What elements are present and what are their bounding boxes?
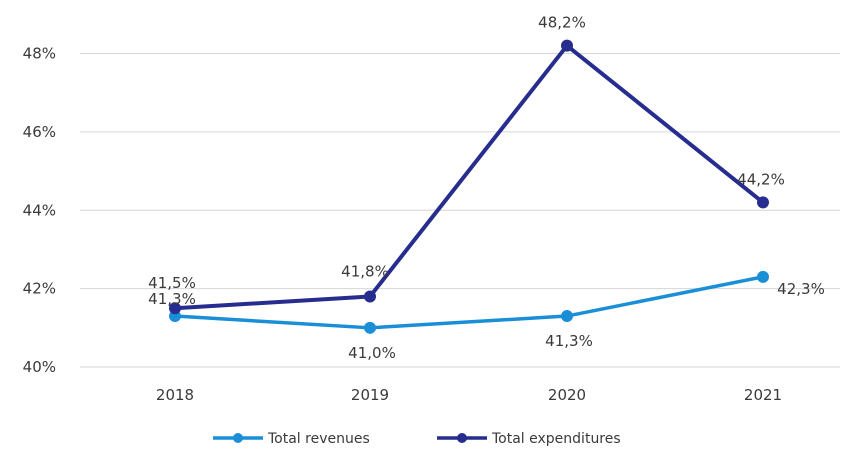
legend-item-revenues: Total revenues bbox=[213, 431, 370, 447]
x-tick-label: 2020 bbox=[548, 386, 586, 404]
y-tick-label: 42% bbox=[23, 280, 56, 298]
data-point bbox=[561, 39, 573, 52]
data-point bbox=[364, 290, 376, 303]
series-line-expenditures bbox=[173, 43, 765, 311]
legend-marker bbox=[457, 433, 467, 443]
gridlines bbox=[80, 53, 840, 368]
data-label: 48,2% bbox=[538, 14, 586, 32]
y-axis-ticks: 40% 42% 44% 46% 48% bbox=[23, 45, 56, 376]
legend-label: Total expenditures bbox=[491, 431, 621, 447]
legend-marker bbox=[233, 433, 243, 443]
data-label: 41,3% bbox=[545, 332, 593, 350]
data-point bbox=[364, 321, 376, 334]
legend-item-expenditures: Total expenditures bbox=[437, 431, 621, 447]
data-label: 44,2% bbox=[737, 170, 785, 188]
y-tick-label: 44% bbox=[23, 201, 56, 219]
series-lines bbox=[169, 39, 769, 334]
legend: Total revenues Total expenditures bbox=[213, 431, 621, 447]
y-tick-label: 46% bbox=[23, 123, 56, 141]
data-label: 41,0% bbox=[348, 344, 396, 362]
data-label: 41,3% bbox=[148, 290, 196, 308]
x-tick-label: 2019 bbox=[351, 386, 389, 404]
y-tick-label: 48% bbox=[23, 45, 56, 63]
data-label: 42,3% bbox=[777, 280, 825, 298]
x-axis-ticks: 2018 2019 2020 2021 bbox=[156, 386, 782, 404]
data-point bbox=[757, 196, 769, 209]
data-labels: 41,3% 41,0% 41,3% 42,3% 41,5% 41,8% 48,2% 44,2% bbox=[148, 14, 825, 362]
legend-label: Total revenues bbox=[267, 431, 370, 447]
y-tick-label: 40% bbox=[23, 358, 56, 376]
data-point bbox=[169, 302, 181, 315]
series-line-revenues bbox=[173, 275, 765, 330]
data-point bbox=[561, 310, 573, 323]
data-label: 41,8% bbox=[341, 262, 389, 280]
x-tick-label: 2018 bbox=[156, 386, 194, 404]
x-tick-label: 2021 bbox=[744, 386, 782, 404]
data-point bbox=[757, 270, 769, 283]
data-label: 41,5% bbox=[148, 274, 196, 292]
